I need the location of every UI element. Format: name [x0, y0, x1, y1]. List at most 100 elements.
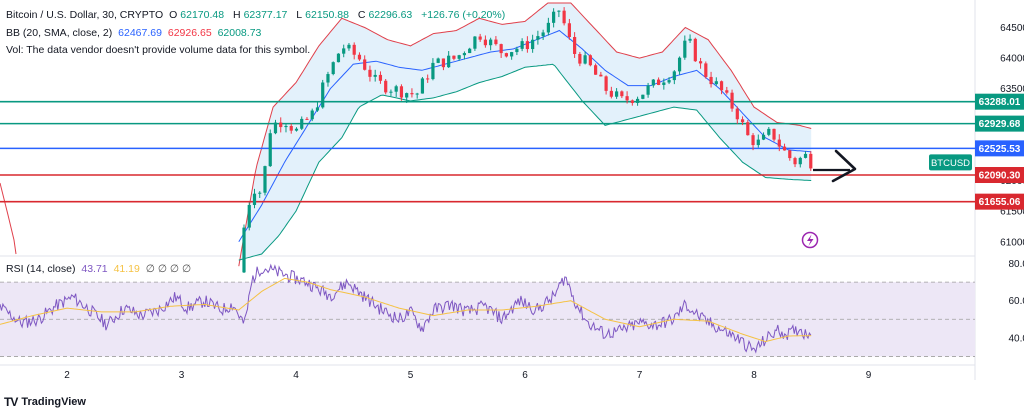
level-tag-label-4: 61655.06 — [979, 197, 1021, 208]
candle-body — [777, 139, 781, 147]
level-tag-label-2: 62525.53 — [979, 144, 1021, 155]
candle-body — [567, 23, 571, 37]
time-tick-label: 9 — [866, 370, 872, 381]
candle-body — [342, 48, 346, 54]
level-tag-3 — [975, 167, 1024, 184]
tradingview-name: TradingView — [21, 396, 86, 408]
price-tick-label: 63500.00 — [1000, 84, 1024, 95]
candle-body — [735, 108, 739, 120]
candle-body — [536, 36, 540, 40]
open-label: O — [169, 9, 178, 21]
symbol-legend: Bitcoin / U.S. Dollar, 30, CRYPTO O 62170… — [6, 9, 508, 21]
candle-body — [767, 128, 771, 135]
candle-body — [347, 44, 351, 49]
price-tick-label: 64500.00 — [1000, 23, 1024, 34]
candle-body — [698, 61, 703, 64]
candle-body — [583, 55, 587, 64]
candle-body — [384, 80, 388, 93]
low-label: L — [296, 9, 303, 21]
candle-body — [336, 53, 341, 63]
candle-body — [709, 76, 713, 85]
candle-body — [373, 74, 377, 77]
candle-body — [289, 125, 293, 131]
rsi-value: 43.71 — [81, 263, 108, 275]
candle-body — [782, 146, 787, 151]
candle-body — [489, 39, 493, 46]
candle-body — [630, 100, 634, 103]
rsi-ma-value: 41.19 — [113, 263, 140, 275]
candle-body — [447, 55, 451, 68]
bb-lower-line — [238, 63, 812, 261]
rsi-tick-label: 80.00 — [1008, 259, 1024, 270]
candle-body — [594, 65, 598, 75]
candle-body — [310, 110, 314, 120]
rsi-tick-label: 40.00 — [1008, 333, 1024, 344]
candle-body — [258, 192, 262, 194]
candle-body — [725, 90, 729, 93]
candle-body — [515, 48, 519, 53]
candle-body — [294, 128, 299, 131]
candle-body — [331, 62, 335, 75]
candle-body — [672, 71, 676, 81]
time-tick-label: 2 — [64, 370, 70, 381]
candle-body — [531, 39, 535, 50]
candle-body — [473, 36, 477, 49]
candle-body — [704, 63, 708, 77]
candle-body — [546, 22, 550, 33]
candle-body — [394, 86, 398, 92]
candle-body — [662, 82, 666, 85]
candle-body — [625, 96, 629, 101]
level-tag-1 — [975, 115, 1024, 132]
candle-body — [609, 90, 613, 97]
candle-body — [263, 166, 267, 193]
candle-body — [651, 79, 655, 86]
price-tick-label: 64000.00 — [1000, 54, 1024, 65]
bb-upper-left-tail — [0, 182, 17, 255]
bb-upper-value: 62926.65 — [167, 27, 212, 39]
candle-body — [242, 227, 246, 273]
high-value: 62377.17 — [243, 9, 288, 21]
candle-body — [683, 40, 687, 58]
candle-body — [793, 158, 797, 165]
candle-body — [368, 69, 372, 77]
candle-body — [462, 53, 467, 56]
candle-body — [468, 48, 472, 54]
bb-band-fill — [238, 3, 812, 267]
time-tick-label: 6 — [522, 370, 528, 381]
lightning-bolt-icon — [807, 234, 814, 246]
symbol-name: Bitcoin / U.S. Dollar, 30, CRYPTO — [6, 9, 164, 21]
time-tick-label: 4 — [293, 370, 299, 381]
btcusd-tag-label: BTCUSD — [931, 158, 970, 169]
candle-body — [714, 81, 718, 85]
candle-body — [431, 62, 435, 80]
candle-body — [541, 32, 545, 37]
candle-body — [635, 98, 640, 103]
time-tick-label: 7 — [637, 370, 643, 381]
level-tag-label-1: 62929.68 — [979, 119, 1021, 130]
candle-body — [646, 85, 650, 95]
candle-body — [730, 92, 734, 109]
candle-body — [656, 79, 661, 85]
candle-body — [483, 39, 488, 46]
candle-body — [604, 76, 608, 91]
candle-body — [252, 193, 257, 205]
candle-body — [504, 53, 508, 57]
candle-body — [552, 11, 556, 23]
level-tag-2 — [975, 140, 1024, 157]
candle-body — [415, 93, 419, 95]
rsi-legend: RSI (14, close) 43.71 41.19 ∅ ∅ ∅ ∅ — [6, 263, 194, 275]
candle-body — [321, 82, 325, 108]
volume-legend: Vol: The data vendor doesn't provide vol… — [6, 44, 313, 56]
change-value: +126.76 (+0.20%) — [421, 9, 506, 21]
tradingview-logo[interactable]: TV TradingView — [4, 395, 86, 409]
price-tick-label: 61500.00 — [1000, 207, 1024, 218]
candle-body — [803, 153, 808, 158]
candle-body — [273, 122, 278, 134]
candle-body — [441, 58, 446, 68]
candle-body — [525, 41, 529, 50]
candle-body — [247, 204, 251, 228]
candle-body — [756, 139, 760, 146]
candle-body — [693, 38, 697, 62]
candle-body — [399, 86, 404, 98]
